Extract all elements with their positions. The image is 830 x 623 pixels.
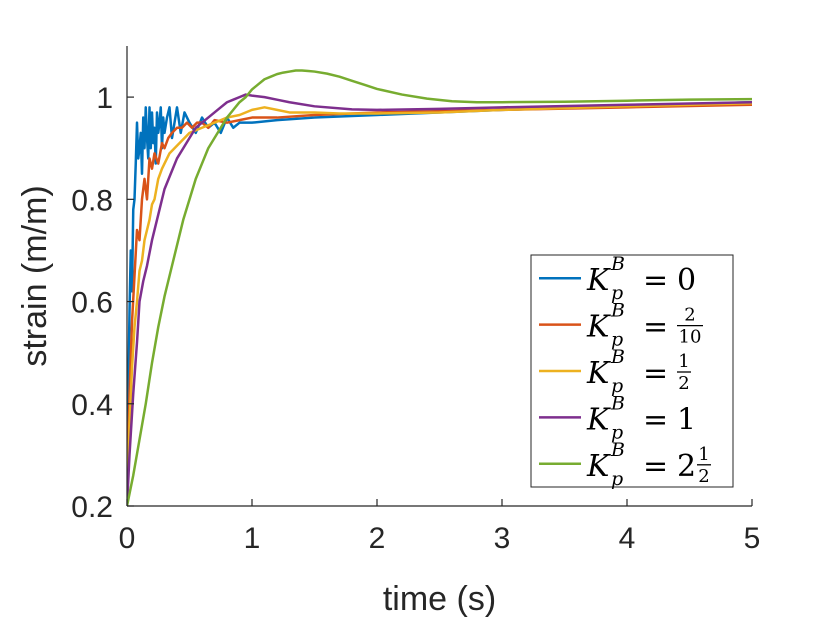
legend-superscript: B	[610, 300, 625, 322]
x-tick-label: 4	[619, 522, 636, 555]
y-tick-label: 1	[96, 82, 113, 115]
legend-superscript: B	[610, 439, 625, 461]
x-tick-label: 1	[244, 522, 261, 555]
legend-symbol: K	[586, 449, 611, 484]
series-line-3	[127, 93, 752, 506]
y-tick-label: 0.2	[71, 491, 113, 524]
legend-symbol: K	[586, 310, 611, 345]
legend-entry-2: K Bp = 12	[586, 346, 691, 397]
legend-subscript: p	[611, 468, 623, 490]
legend-symbol: K	[586, 263, 611, 298]
y-axis-label: strain (m/m)	[16, 185, 54, 366]
legend-frac-denominator: 2	[698, 466, 709, 487]
legend-subscript: p	[611, 282, 623, 304]
legend-frac-numerator: 1	[678, 351, 689, 372]
legend-equals: =	[643, 310, 668, 345]
x-tick-label: 2	[369, 522, 386, 555]
x-tick-label: 3	[494, 522, 511, 555]
legend-equals: =	[643, 402, 668, 437]
legend-entry-4: K Bp = 2 12	[586, 439, 711, 490]
legend-superscript: B	[610, 392, 625, 414]
series-layer	[127, 69, 752, 506]
legend-value: 0	[677, 263, 696, 298]
legend-superscript: B	[610, 253, 625, 275]
legend-frac-numerator: 1	[698, 444, 709, 465]
series-line-2	[127, 101, 752, 506]
series-line-4	[127, 69, 752, 506]
series-line-0	[127, 100, 752, 506]
y-tick-label: 0.6	[71, 287, 113, 320]
legend-frac-numerator: 2	[684, 305, 695, 326]
y-tick-label: 0.4	[71, 389, 113, 422]
legend-subscript: p	[611, 421, 623, 443]
legend-subscript: p	[611, 375, 623, 397]
legend-entry-0: K Bp = 0	[586, 253, 696, 304]
legend-entry-1: K Bp = 210	[586, 300, 703, 351]
x-tick-label: 0	[119, 522, 136, 555]
legend-entry-3: K Bp = 1	[586, 392, 696, 443]
legend-value: 1	[677, 402, 696, 437]
legend-frac-denominator: 2	[678, 373, 689, 394]
legend-whole: 2	[677, 449, 696, 484]
y-tick-label: 0.8	[71, 184, 113, 217]
legend-frac-denominator: 10	[679, 327, 702, 348]
series-line-1	[127, 103, 752, 506]
legend-equals: =	[643, 449, 668, 484]
legend-equals: =	[643, 356, 668, 391]
legend-symbol: K	[586, 402, 611, 437]
x-tick-label: 5	[744, 522, 761, 555]
legend-equals: =	[643, 263, 668, 298]
x-axis-label: time (s)	[383, 580, 496, 618]
legend-symbol: K	[586, 356, 611, 391]
legend-subscript: p	[611, 329, 623, 351]
legend-superscript: B	[610, 346, 625, 368]
